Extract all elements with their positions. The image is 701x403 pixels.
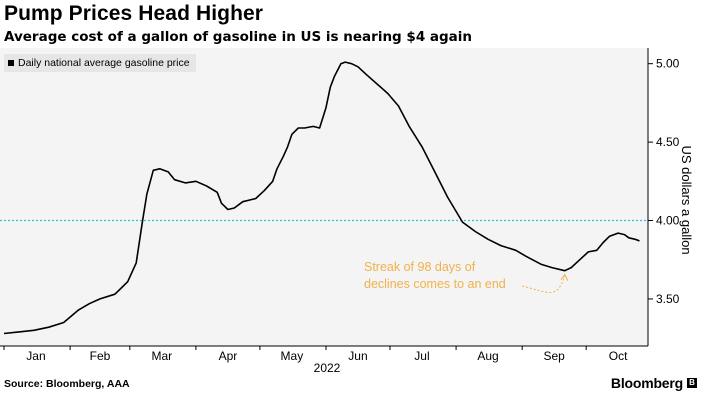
x-tick-label: Oct [609,349,628,363]
x-tick-label: May [281,349,304,363]
source-note: Source: Bloomberg, AAA [4,378,130,390]
legend-swatch [8,60,14,66]
x-tick-label: Jul [414,349,429,363]
annotation-text: declines comes to an end [364,277,506,291]
y-axis-title: US dollars a gallon [679,145,694,254]
x-tick-label: Apr [219,349,238,363]
y-tick-label: 3.50 [656,292,680,306]
legend-label: Daily national average gasoline price [18,57,190,69]
annotation-text: Streak of 98 days of [364,260,476,274]
bloomberg-mark-icon: B [687,378,697,388]
y-tick-label: 4.00 [656,214,680,228]
chart-title: Pump Prices Head Higher [4,2,264,25]
y-tick-label: 4.50 [656,135,680,149]
x-axis-year-label: 2022 [314,361,341,375]
chart-subtitle: Average cost of a gallon of gasoline in … [4,29,473,45]
x-tick-label: Jun [348,349,367,363]
x-tick-label: Jan [26,349,45,363]
bloomberg-logo: Bloomberg [610,375,683,391]
gas-price-series-line [3,61,640,335]
x-tick-label: Sep [543,349,565,363]
annotation-arrow [521,275,566,293]
y-tick-label: 5.00 [656,57,680,71]
legend: Daily national average gasoline price [4,54,196,72]
x-tick-label: Mar [151,349,172,363]
x-tick-label: Feb [90,349,111,363]
x-tick-label: Aug [477,349,498,363]
annotation-arrowhead [560,273,569,281]
